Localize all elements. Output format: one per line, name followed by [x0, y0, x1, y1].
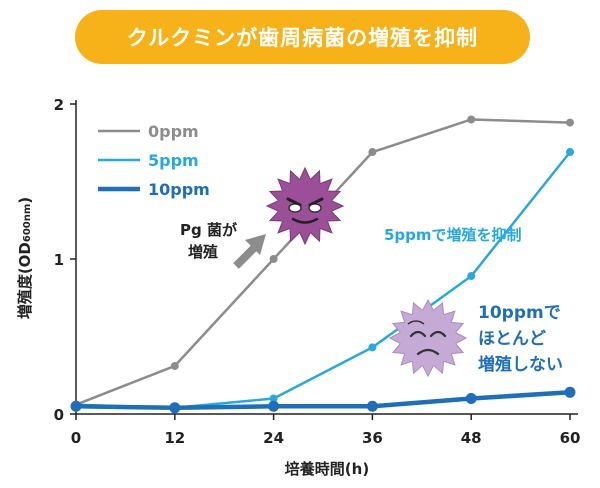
y-tick-label: 2: [54, 96, 64, 114]
data-point-10ppm: [70, 400, 82, 412]
svg-text:増殖度(OD600nm): 増殖度(OD600nm): [16, 197, 34, 319]
data-point-5ppm: [566, 148, 574, 157]
y-axis-label-main: 増殖度(OD: [16, 242, 34, 319]
annotation-5ppm: 5ppmで増殖を抑制: [384, 226, 522, 244]
legend: 0ppm 5ppm 10ppm: [98, 122, 210, 199]
title-badge: クルクミンが歯周病菌の増殖を抑制: [75, 10, 530, 64]
legend-label-5ppm: 5ppm: [148, 151, 199, 170]
annotation-10ppm-line3: 増殖しない: [478, 354, 563, 375]
data-point-10ppm: [564, 386, 576, 398]
x-tick-label: 60: [560, 429, 581, 447]
angry-bacteria-icon: [265, 166, 345, 246]
y-axis-label-sub: 600nm: [22, 204, 33, 242]
annotation-pg-line2: 増殖: [188, 243, 218, 261]
data-point-0ppm: [467, 115, 476, 124]
arrow-up-right-icon: [233, 234, 266, 269]
chart-title: クルクミンが歯周病菌の増殖を抑制: [126, 26, 479, 50]
x-tick-label: 48: [461, 429, 482, 447]
data-point-5ppm: [467, 272, 476, 281]
series-line-10ppm: [75, 390, 571, 411]
y-axis-label: 増殖度(OD600nm): [16, 197, 34, 319]
weak-bacteria-icon: [388, 298, 468, 378]
data-point-5ppm: [368, 343, 377, 352]
y-tick-label: 1: [54, 251, 64, 269]
annotation-10ppm-line2: ほとんど: [478, 329, 546, 349]
data-point-10ppm: [169, 402, 181, 414]
annotation-pg-line1: Pg 菌が: [180, 221, 238, 239]
x-tick-label: 12: [164, 429, 185, 447]
data-point-0ppm: [269, 255, 278, 263]
annotation-10ppm-line1: 10ppmで: [478, 303, 561, 323]
legend-label-10ppm: 10ppm: [148, 180, 210, 199]
data-point-10ppm: [366, 400, 378, 412]
data-point-0ppm: [368, 148, 377, 157]
x-axis-label: 培養時間(h): [285, 460, 369, 478]
y-axis-label-close: ): [16, 197, 34, 204]
data-point-10ppm: [465, 393, 477, 404]
data-point-5ppm: [269, 394, 278, 403]
data-point-10ppm: [268, 400, 280, 412]
y-tick-label: 0: [54, 406, 64, 424]
data-point-0ppm: [566, 118, 574, 127]
data-point-0ppm: [170, 361, 179, 370]
x-tick-label: 0: [71, 429, 81, 447]
legend-label-0ppm: 0ppm: [148, 122, 199, 141]
x-tick-label: 36: [362, 429, 383, 447]
x-tick-label: 24: [263, 429, 284, 447]
